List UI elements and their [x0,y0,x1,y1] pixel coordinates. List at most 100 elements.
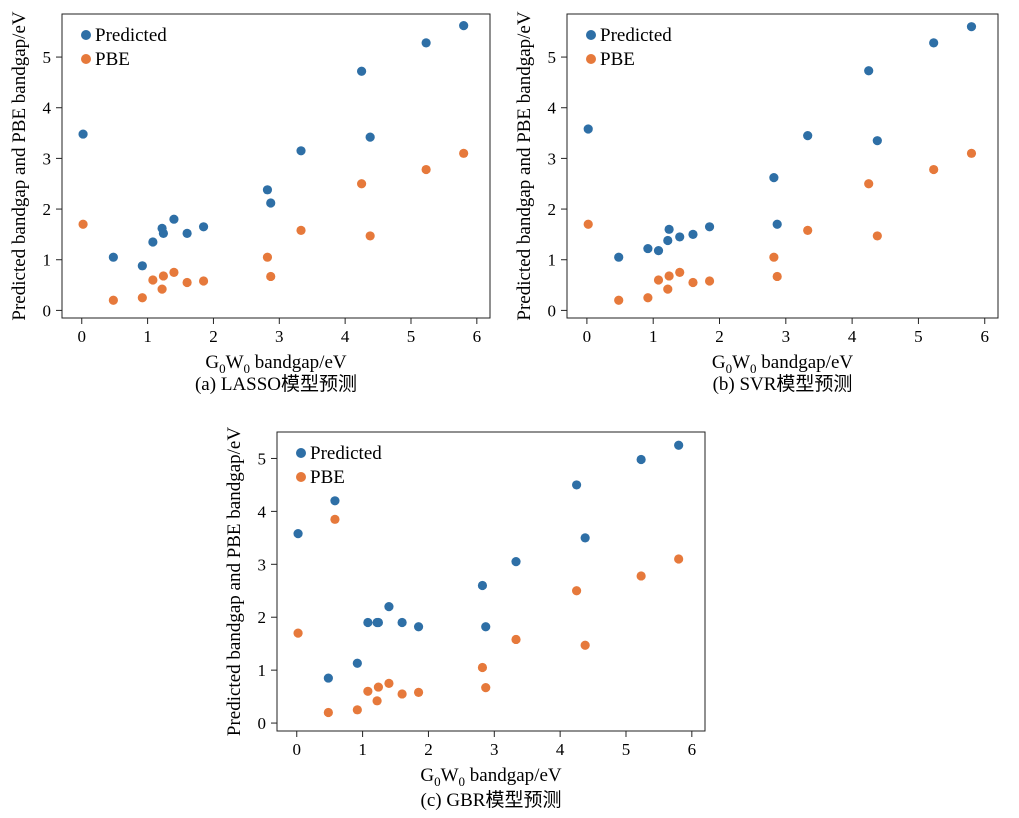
predicted-point [137,261,147,271]
pbe-point [198,276,209,286]
y-tick-label: 4 [43,99,52,118]
pbe-point [293,628,303,638]
predicted-point [413,622,424,632]
x-tick-label: 3 [275,327,284,346]
pbe-point [357,179,367,189]
pbe-point [266,271,276,282]
predicted-point [580,533,590,543]
pbe-point [182,277,192,288]
x-axis-label-subscript: 0 [244,361,251,376]
pbe-point [636,571,646,581]
predicted-point [653,246,664,256]
pbe-point [572,586,582,596]
predicted-point [323,673,333,683]
predicted-point [352,658,362,668]
legend-label-pbe: PBE [600,49,635,70]
predicted-point [929,38,939,48]
predicted-point [365,132,375,142]
pbe-point [477,662,488,673]
y-tick-label: 3 [258,555,267,574]
predicted-point [373,617,384,628]
pbe-point [421,164,431,175]
y-axis-label: Predicted bandgap and PBE bandgap/eV [514,11,535,320]
pbe-point [769,252,779,262]
panel-caption: (b) SVR模型预测 [713,373,853,395]
y-tick-label: 4 [258,502,267,521]
x-tick-label: 1 [358,740,367,759]
pbe-point [614,295,624,305]
predicted-point [872,136,882,146]
y-axis-label: Predicted bandgap and PBE bandgap/eV [224,427,245,736]
predicted-point [397,617,407,628]
x-tick-label: 1 [649,327,658,346]
predicted-point [182,228,192,238]
predicted-point [572,480,582,490]
y-tick-label: 1 [258,661,267,680]
pbe-point [397,689,407,699]
predicted-point [772,219,782,229]
x-axis-label-subscript: 0 [219,361,226,376]
x-axis-label-part: G [420,765,434,786]
pbe-point [296,225,306,235]
predicted-point [663,235,673,246]
pbe-point [688,277,698,288]
predicted-point [357,66,367,76]
y-tick-label: 4 [548,99,557,118]
predicted-point [803,131,813,141]
pbe-point [373,682,384,692]
pbe-point [803,225,813,235]
pbe-point [511,634,521,645]
predicted-point [266,198,276,208]
plot-frame [61,13,491,319]
pbe-point [772,271,782,282]
pbe-point [653,275,664,285]
y-tick-label: 0 [258,714,267,733]
pbe-point [704,276,715,286]
legend-marker-pbe [586,54,596,64]
y-tick-label: 1 [43,251,52,270]
y-tick-label: 2 [43,200,52,219]
pbe-point [966,148,977,158]
x-tick-label: 4 [848,327,857,346]
x-axis-label-part: bandgap/eV [757,352,854,373]
x-axis-label-subscript: 0 [726,361,733,376]
x-axis-label-part: bandgap/eV [465,765,562,786]
predicted-point [643,243,653,254]
x-axis-label-subscript: 0 [750,361,757,376]
pbe-point [929,164,939,175]
pbe-point [363,686,373,696]
x-tick-label: 4 [556,740,565,759]
panel-c: 0 1 2 3 4 5 6 0 1 2 3 4 5 Predicted PBE Predicted bandg… [224,427,706,811]
x-tick-label: 3 [490,740,499,759]
x-axis-label: G0W0 bandgap/eV [205,352,347,376]
predicted-point [169,214,179,224]
x-tick-label: 0 [78,327,87,346]
y-tick-label: 3 [548,149,557,168]
y-tick-label: 2 [258,608,267,627]
x-axis-label: G0W0 bandgap/eV [712,352,854,376]
pbe-point [262,252,273,262]
pbe-point [330,514,340,524]
pbe-point [352,705,362,715]
predicted-point [384,602,394,612]
predicted-point [864,66,874,76]
pbe-point [158,271,169,281]
x-tick-label: 0 [293,740,302,759]
predicted-point [636,454,646,465]
pbe-point [78,219,88,229]
x-tick-label: 5 [407,327,416,346]
x-tick-label: 1 [143,327,152,346]
predicted-point [363,617,373,628]
x-axis-label-part: W [441,765,459,786]
pbe-point [413,687,424,697]
x-axis-label-part: W [226,352,244,373]
x-tick-label: 2 [424,740,433,759]
x-axis-label-part: G [712,352,726,373]
legend-label-predicted: Predicted [310,443,382,464]
legend-marker-pbe [296,472,306,482]
y-tick-label: 5 [548,48,557,67]
plot-frame [566,13,999,319]
x-tick-label: 5 [622,740,631,759]
legend-label-pbe: PBE [95,49,130,70]
